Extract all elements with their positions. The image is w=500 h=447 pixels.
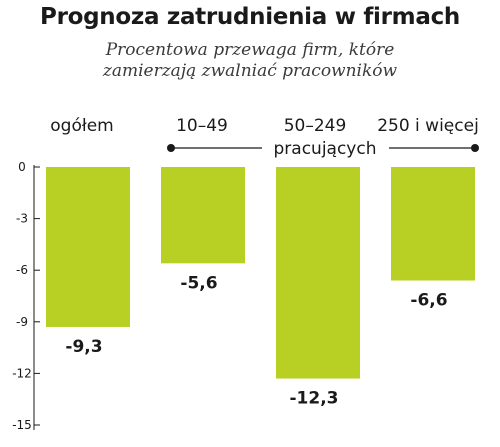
bar-0 [46,167,130,327]
y-tick-label: -15 [12,418,32,432]
category-label-250-i-wiecej: 250 i więcej [377,116,479,136]
y-tick-label: -3 [16,212,28,226]
value-label-1: -5,6 [180,273,217,293]
y-tick-label: -6 [16,263,28,277]
y-tick-label: 0 [18,160,26,174]
category-label-50-249: 50–249 [284,116,347,136]
group-label: pracujących [274,139,377,159]
group-bracket: pracujących [167,139,479,159]
group-dot-left [167,144,175,152]
bar-3 [391,167,475,281]
value-label-3: -6,6 [410,291,447,311]
bar-2 [276,167,360,379]
chart-title: Prognoza zatrudnienia w firmach [40,4,460,30]
y-tick-label: -9 [16,315,28,329]
category-label-ogolem: ogółem [50,116,113,136]
bar-1 [161,167,245,264]
group-dot-right [471,144,479,152]
category-label-10-49: 10–49 [176,116,228,136]
value-label-0: -9,3 [65,337,102,357]
chart-subtitle-line-2: zamierzają zwalniać pracowników [102,61,398,81]
y-tick-label: -12 [12,366,32,380]
chart-subtitle-line-1: Procentowa przewaga firm, które [105,40,395,60]
value-label-2: -12,3 [290,389,339,409]
